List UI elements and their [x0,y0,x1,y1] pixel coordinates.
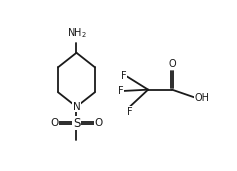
Text: O: O [168,59,176,69]
Text: F: F [121,71,127,81]
Text: F: F [127,107,132,117]
Text: O: O [50,118,59,128]
Text: F: F [118,86,123,96]
Text: N: N [73,102,80,112]
Text: NH$_2$: NH$_2$ [67,26,87,40]
Text: O: O [94,118,103,128]
Text: OH: OH [195,93,210,103]
Text: S: S [73,117,80,130]
